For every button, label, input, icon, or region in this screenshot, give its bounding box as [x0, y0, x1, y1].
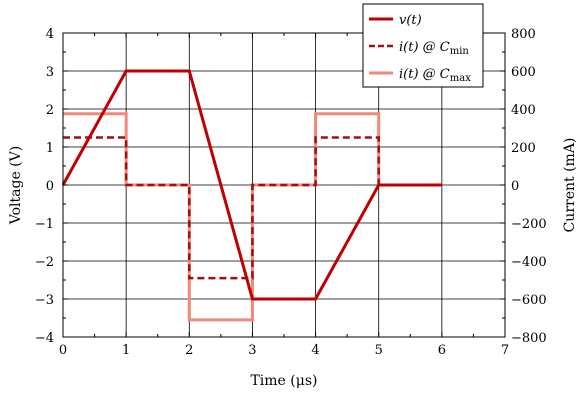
y-left-tick-label: 3: [46, 65, 54, 80]
y-left-tick-label: −3: [35, 293, 54, 308]
y-right-tick-label: −800: [511, 331, 547, 346]
y-left-tick-label: −1: [35, 217, 54, 232]
series-line-1: [63, 136, 442, 280]
y-left-tick-label: 0: [46, 179, 54, 194]
y-right-tick-label: 0: [511, 179, 519, 194]
y-right-tick-label: −400: [511, 255, 547, 270]
legend-label-0: v(t): [399, 13, 422, 28]
series-line-0: [61, 69, 442, 301]
y-right-tick-label: 600: [511, 65, 536, 80]
y-left-axis-label: Voltage (V): [8, 146, 24, 225]
x-tick-label: 4: [311, 343, 319, 358]
x-tick-label: 2: [185, 343, 193, 358]
legend-label-2: i(t) @ Cmax: [399, 67, 471, 84]
y-left-tick-label: 2: [46, 103, 54, 118]
y-right-tick-label: −600: [511, 293, 547, 308]
y-left-tick-label: −2: [35, 255, 54, 270]
x-tick-label: 0: [59, 343, 67, 358]
y-left-tick-label: 1: [46, 141, 54, 156]
x-tick-label: 3: [248, 343, 256, 358]
y-right-tick-label: 400: [511, 103, 536, 118]
plot-lines: [61, 69, 442, 322]
x-tick-label: 6: [438, 343, 446, 358]
y-left-tick-label: 4: [46, 27, 54, 42]
x-tick-label: 7: [501, 343, 509, 358]
y-right-axis-label: Current (mA): [562, 138, 578, 233]
x-tick-label: 1: [122, 343, 130, 358]
y-left-tick-label: −4: [35, 331, 54, 346]
x-axis-label: Time (μs): [250, 373, 317, 389]
legend: v(t) i(t) @ Cmin i(t) @ Cmax: [362, 3, 484, 88]
y-right-tick-label: 200: [511, 141, 536, 156]
x-tick-label: 5: [375, 343, 383, 358]
y-right-tick-label: 800: [511, 27, 536, 42]
y-right-tick-label: −200: [511, 217, 547, 232]
tick-labels: 0 1 2 3 4 5 6 7 4 3 2 1 0 −1 −2 −3 −4 800 600 400 200 0 −200 −4…: [35, 27, 547, 358]
legend-label-1: i(t) @ Cmin: [399, 40, 469, 57]
